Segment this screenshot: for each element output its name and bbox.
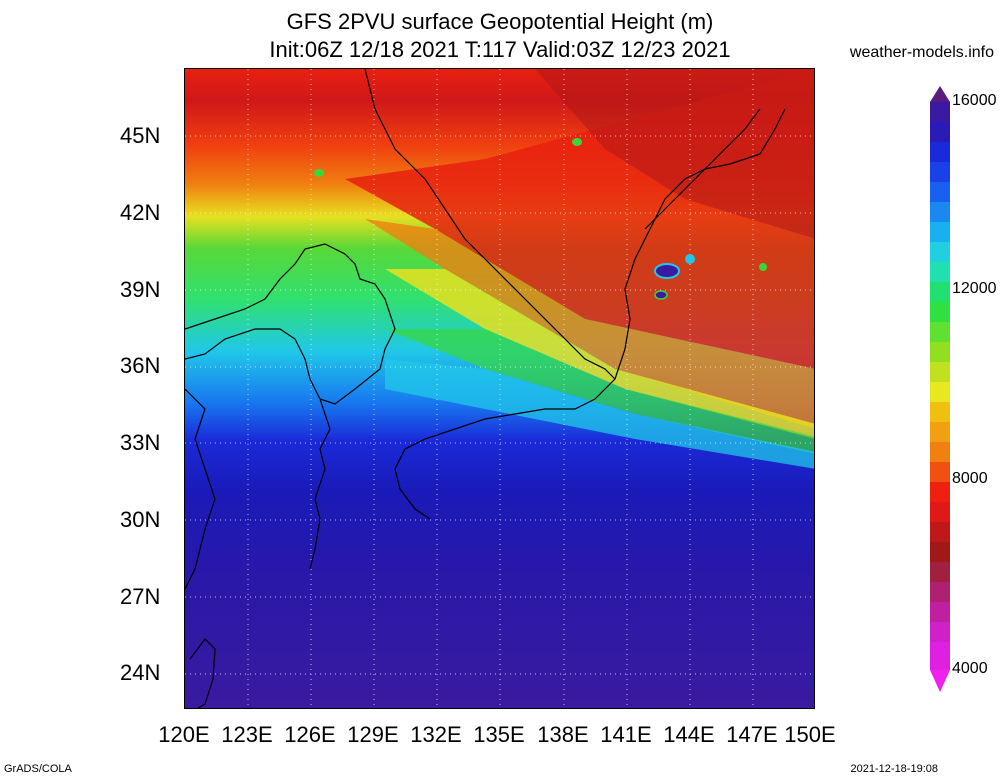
lat-label: 30N: [120, 507, 161, 532]
hokkaido: [644, 108, 786, 230]
footer-credit: GrADS/COLA: [4, 763, 72, 775]
lat-label: 42N: [120, 200, 161, 225]
lon-label: 120E: [158, 722, 210, 747]
lat-label: 24N: [120, 660, 161, 685]
lon-label: 129E: [347, 722, 399, 747]
lat-label: 27N: [120, 584, 161, 609]
yellow-band: [385, 269, 814, 439]
lon-label: 132E: [410, 722, 462, 747]
colorbar-label: 8000: [952, 470, 988, 487]
cyan-band: [385, 359, 814, 469]
gridlines: [185, 69, 814, 708]
colorbar-label: 12000: [952, 280, 997, 297]
lon-label: 150E: [784, 722, 836, 747]
coastlines: [185, 69, 786, 708]
lat-label: 36N: [120, 353, 161, 378]
lon-label: 123E: [221, 722, 273, 747]
chart-title: GFS 2PVU surface Geopotential Height (m): [286, 9, 714, 34]
green-band: [385, 329, 814, 454]
colorbar-label: 16000: [952, 92, 997, 109]
map-field: [185, 69, 814, 708]
lat-label: 39N: [120, 277, 161, 302]
lon-label: 147E: [726, 722, 778, 747]
chart-subtitle: Init:06Z 12/18 2021 T:117 Valid:03Z 12/2…: [269, 37, 731, 62]
colorbar: [930, 86, 950, 692]
orange-band: [365, 219, 814, 429]
darkred-band: [535, 69, 814, 239]
lon-label: 126E: [284, 722, 336, 747]
colorbar-label: 4000: [952, 660, 988, 677]
storm-blobs: [314, 138, 767, 300]
korea-coast: [185, 243, 396, 405]
lat-label: 45N: [120, 123, 161, 148]
japan-honshu-south: [394, 378, 616, 520]
lon-label: 135E: [473, 722, 525, 747]
footer-timestamp: 2021-12-18-19:08: [850, 763, 938, 775]
lon-label: 141E: [600, 722, 652, 747]
lon-label: 138E: [537, 722, 589, 747]
taiwan-coast: [189, 638, 216, 708]
brand-label: weather-models.info: [849, 44, 994, 61]
map-panel: [184, 68, 815, 709]
china-coast: [185, 388, 216, 590]
lat-label: 33N: [120, 430, 161, 455]
russia-coast: [364, 69, 616, 380]
korea-west-coast: [309, 398, 331, 570]
lon-label: 144E: [663, 722, 715, 747]
